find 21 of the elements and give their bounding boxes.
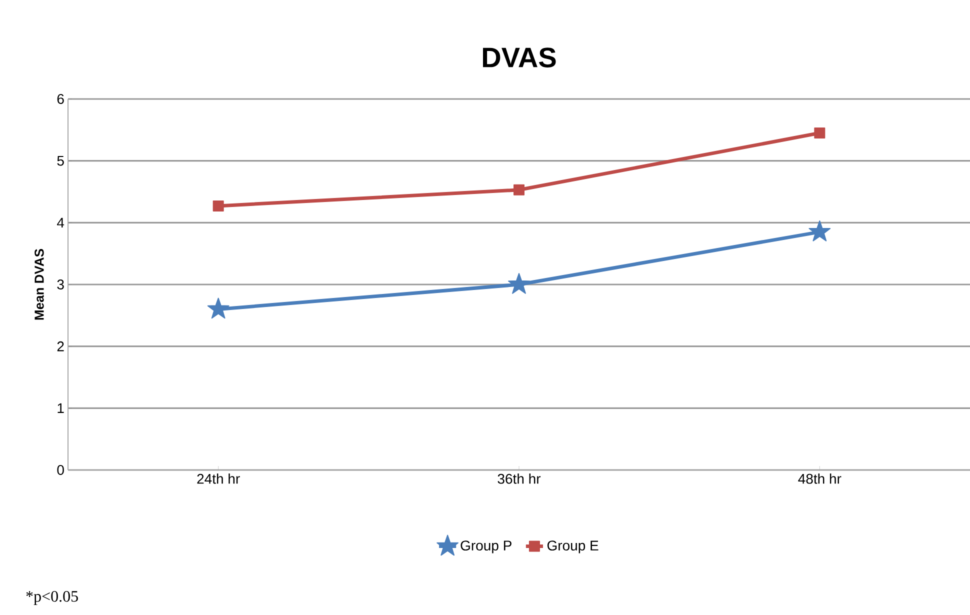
chart-title: DVAS — [483, 48, 556, 68]
point — [814, 128, 826, 138]
y-tick-label: 4 — [57, 218, 64, 228]
x-tick-label: 36th hr — [498, 474, 541, 484]
x-tick-label: 48th hr — [798, 474, 842, 484]
x-tick-label: 24th hr — [197, 474, 240, 484]
y-tick-label: 0 — [57, 465, 64, 475]
legend-label: Group P — [460, 540, 512, 554]
text: *p<0.05 — [26, 590, 78, 606]
y-tick-label: 2 — [57, 341, 64, 352]
point — [212, 200, 224, 212]
point — [508, 272, 530, 294]
y-tick-label: 6 — [57, 94, 64, 104]
y-tick-label: 1 — [58, 403, 64, 413]
y-tick-label: 3 — [57, 280, 64, 290]
y-tick-label: 5 — [57, 156, 64, 166]
point — [514, 184, 524, 196]
point — [207, 298, 230, 319]
y-axis-title: Mean DVAS — [34, 248, 44, 320]
legend-label: Group E — [547, 540, 598, 554]
point — [808, 220, 831, 242]
